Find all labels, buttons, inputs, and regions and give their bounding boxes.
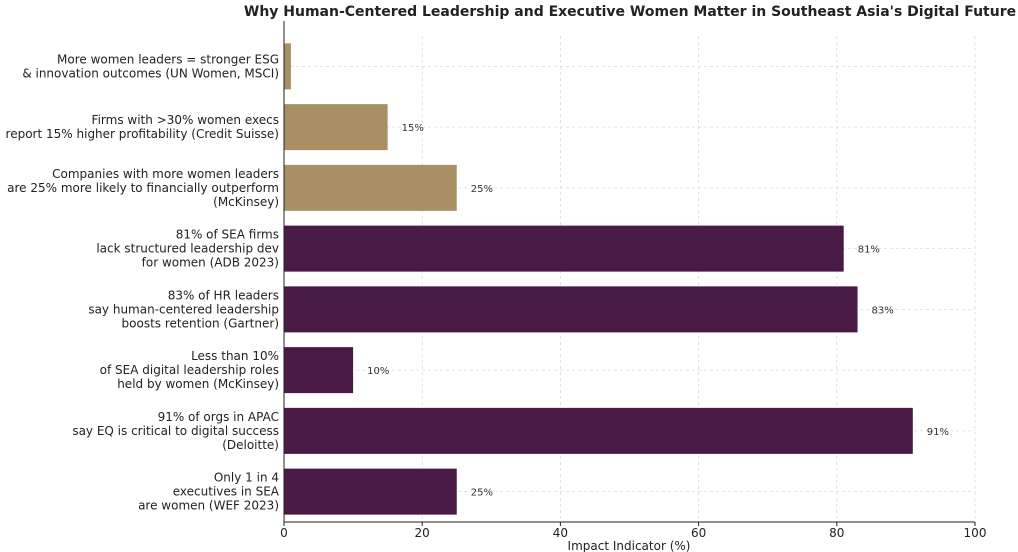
x-tick-label: 60	[691, 526, 706, 540]
bar	[284, 164, 457, 211]
bar	[284, 347, 354, 394]
chart-title: Why Human-Centered Leadership and Execut…	[244, 4, 1016, 20]
y-tick-label: 91% of orgs in APAC	[158, 410, 279, 424]
bar	[284, 43, 291, 90]
bar	[284, 225, 844, 272]
x-tick-label: 100	[964, 526, 987, 540]
data-label: 81%	[858, 245, 880, 256]
bars	[284, 43, 913, 515]
bar	[284, 286, 858, 333]
y-tick-label: are 25% more likely to financially outpe…	[7, 181, 279, 195]
y-tick-label: of SEA digital leadership roles	[100, 363, 279, 377]
y-tick-label: executives in SEA	[173, 485, 280, 499]
data-label: 91%	[927, 427, 949, 438]
data-label: 10%	[367, 366, 389, 377]
x-tick-label: 40	[553, 526, 568, 540]
x-tick-label: 20	[415, 526, 430, 540]
y-tick-label: & innovation outcomes (UN Women, MSCI)	[22, 66, 279, 80]
data-label: 25%	[471, 184, 493, 195]
y-tick-label: (Deloitte)	[222, 438, 279, 452]
y-tick-label: Firms with >30% women execs	[92, 113, 279, 127]
y-tick-label: More women leaders = stronger ESG	[57, 52, 279, 66]
y-tick-label: are women (WEF 2023)	[138, 499, 279, 513]
y-tick-label: say human-centered leadership	[88, 302, 279, 316]
bar	[284, 407, 913, 454]
x-axis-ticks: 0 20 40 60 80 100	[280, 522, 986, 540]
y-tick-label: Only 1 in 4	[214, 471, 279, 485]
x-axis-label: Impact Indicator (%)	[568, 539, 691, 552]
y-tick-label: 81% of SEA firms	[176, 228, 279, 242]
y-tick-label: held by women (McKinsey)	[117, 377, 279, 391]
x-tick-label: 80	[829, 526, 844, 540]
y-tick-label: (McKinsey)	[213, 195, 279, 209]
y-tick-label: for women (ADB 2023)	[142, 256, 279, 270]
bar	[284, 468, 457, 515]
bar	[284, 104, 388, 151]
y-tick-label: 83% of HR leaders	[168, 288, 279, 302]
axes	[283, 21, 975, 523]
y-tick-label: Companies with more women leaders	[52, 167, 279, 181]
x-tick-label: 0	[280, 526, 288, 540]
y-tick-label: lack structured leadership dev	[96, 242, 279, 256]
data-label: 25%	[471, 488, 493, 499]
data-labels: 15% 25% 81% 83% 10% 91% 25%	[367, 123, 949, 499]
y-tick-label: boosts retention (Gartner)	[122, 316, 279, 330]
y-tick-label: report 15% higher profitability (Credit …	[6, 127, 279, 141]
y-tick-label: say EQ is critical to digital success	[72, 424, 279, 438]
y-axis-labels: More women leaders = stronger ESG& innov…	[6, 52, 280, 512]
data-label: 15%	[402, 123, 424, 134]
data-label: 83%	[872, 305, 894, 316]
y-tick-label: Less than 10%	[191, 349, 279, 363]
